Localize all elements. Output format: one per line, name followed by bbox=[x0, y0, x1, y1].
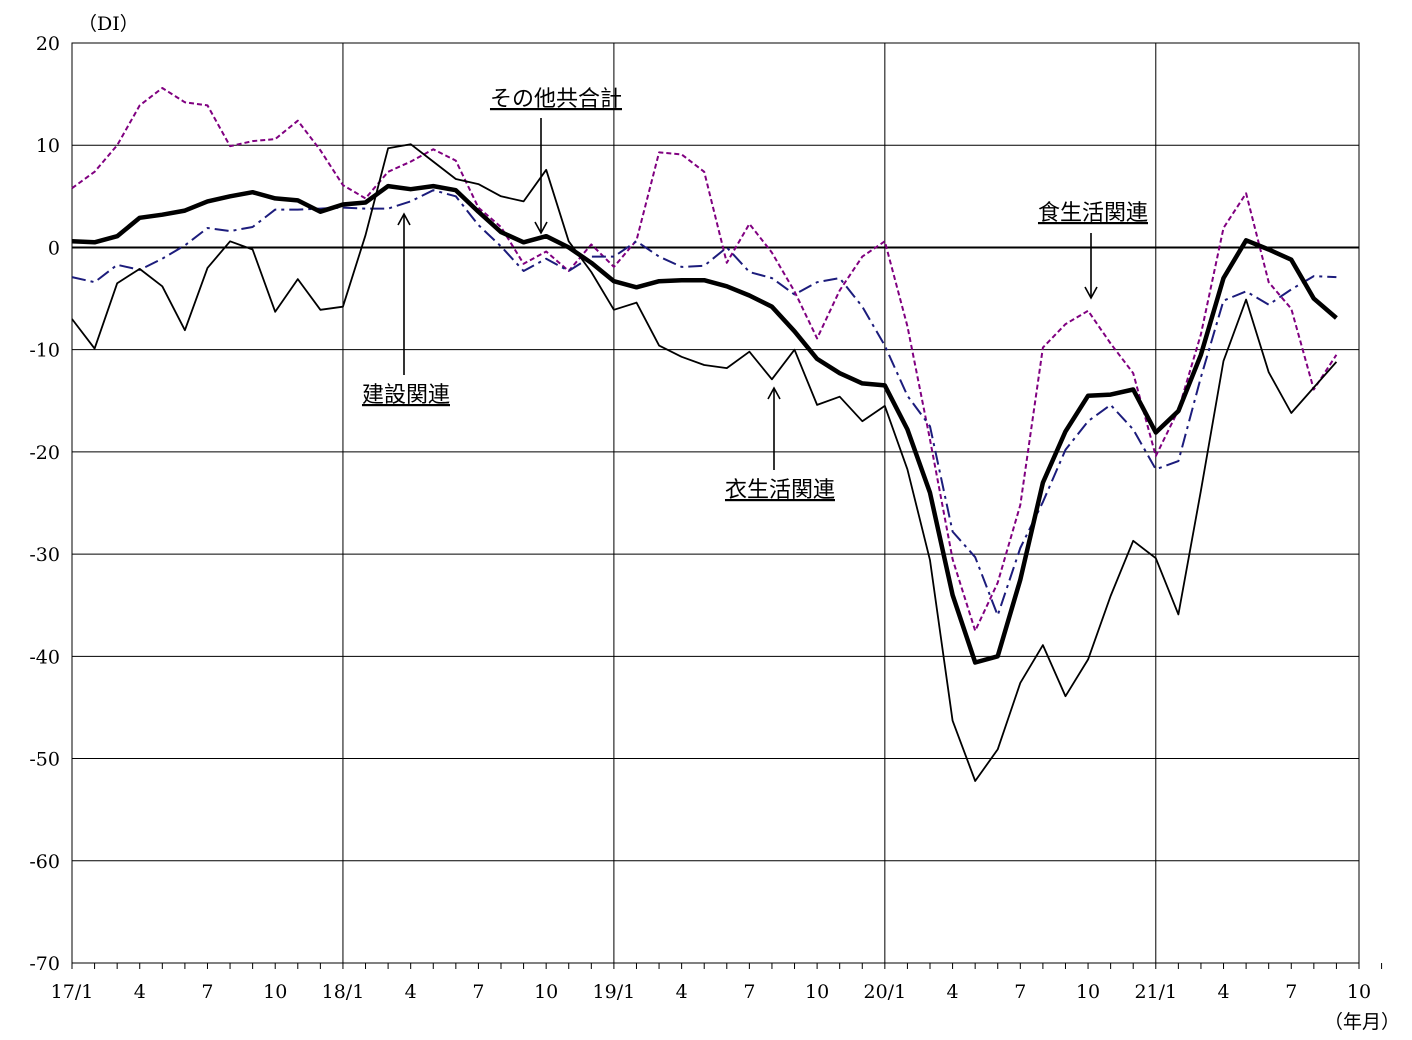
arrowhead bbox=[1084, 286, 1098, 300]
x-tick-label: 10 bbox=[534, 981, 558, 1003]
y-tick-label: 0 bbox=[48, 237, 60, 259]
x-tick-label: 4 bbox=[1217, 981, 1229, 1003]
x-tick-label: 7 bbox=[201, 981, 213, 1003]
x-tick-label: 21/1 bbox=[1134, 981, 1177, 1003]
arrowhead bbox=[534, 221, 548, 235]
series-line bbox=[71, 87, 1338, 632]
plot-frame bbox=[71, 42, 1360, 964]
annotation-label: 衣生活関連 bbox=[725, 478, 835, 503]
x-tick-label: 18/1 bbox=[322, 981, 365, 1003]
y-tick-label: -50 bbox=[29, 749, 60, 771]
x-tick-label: 10 bbox=[1347, 981, 1371, 1003]
y-tick-label: -60 bbox=[29, 851, 60, 873]
arrowhead bbox=[397, 212, 411, 226]
annotation-label: その他共合計 bbox=[490, 87, 622, 112]
y-tick-label: 20 bbox=[36, 33, 60, 55]
x-tick-label: 7 bbox=[743, 981, 755, 1003]
grid bbox=[71, 42, 1360, 964]
x-tick-label: 20/1 bbox=[864, 981, 907, 1003]
x-axis-label: （年月） bbox=[1324, 1011, 1400, 1033]
y-tick-label: -20 bbox=[29, 442, 60, 464]
x-tick-label: 4 bbox=[676, 981, 688, 1003]
series-line bbox=[71, 183, 1338, 665]
x-tick-label: 19/1 bbox=[593, 981, 636, 1003]
x-tick-label: 17/1 bbox=[51, 981, 94, 1003]
y-tick-label: -30 bbox=[29, 544, 60, 566]
x-tick-label: 10 bbox=[805, 981, 829, 1003]
y-tick-label: -40 bbox=[29, 646, 60, 668]
x-tick-label: 7 bbox=[1285, 981, 1297, 1003]
x-tick-label: 10 bbox=[1076, 981, 1100, 1003]
arrowhead bbox=[767, 386, 781, 400]
x-tick-label: 4 bbox=[134, 981, 146, 1003]
series-lines bbox=[71, 87, 1338, 782]
series-line bbox=[71, 143, 1338, 782]
annotation-label: 建設関連 bbox=[362, 383, 450, 408]
series-line bbox=[71, 189, 1337, 617]
y-tick-label: -70 bbox=[29, 953, 60, 975]
y-tick-label: -10 bbox=[29, 340, 60, 362]
x-tick-label: 7 bbox=[472, 981, 484, 1003]
x-tick-label: 4 bbox=[947, 981, 959, 1003]
axes: 20 10 0 -10 -20 -30 -40 -50 -60 -70 17/1 4 7 10 18/1 4 7… bbox=[29, 33, 1383, 1003]
x-tick-label: 7 bbox=[1014, 981, 1026, 1003]
x-tick-label: 4 bbox=[405, 981, 417, 1003]
y-tick-label: 10 bbox=[36, 135, 60, 157]
x-tick-label: 10 bbox=[263, 981, 287, 1003]
y-axis-label: （DI） bbox=[78, 13, 139, 35]
annotation-label: 食生活関連 bbox=[1038, 201, 1148, 226]
